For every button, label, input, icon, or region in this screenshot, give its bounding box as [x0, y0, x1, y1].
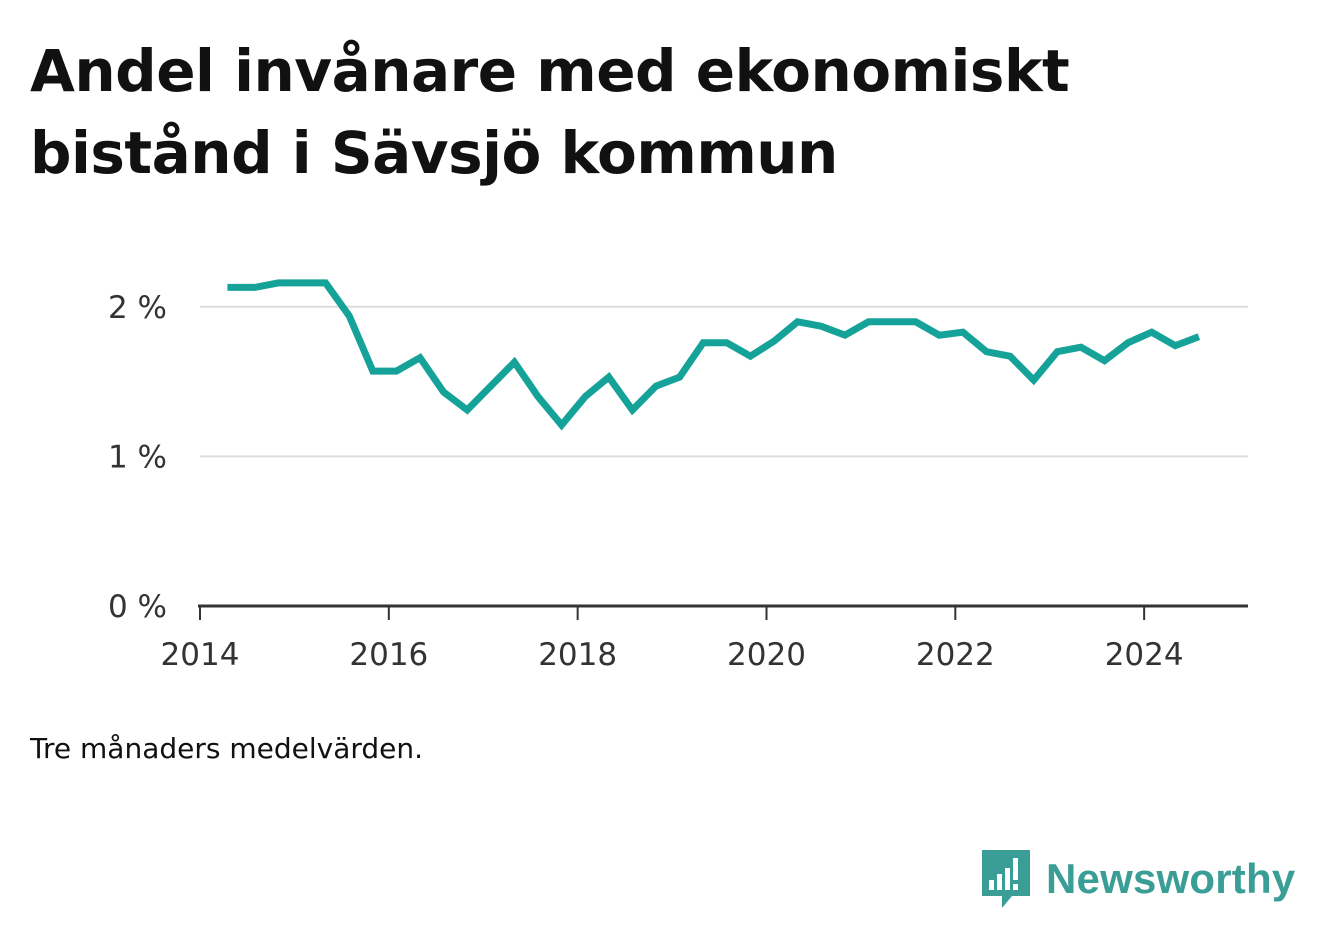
x-tick-label: 2022 [916, 637, 995, 673]
x-tick-label: 2014 [161, 637, 240, 673]
y-tick-label: 1 % [108, 439, 167, 475]
x-tick-label: 2020 [727, 637, 806, 673]
x-tick-label: 2018 [538, 637, 617, 673]
x-tick-label: 2024 [1105, 637, 1184, 673]
series-line [227, 279, 1201, 431]
newsworthy-logo-icon [982, 850, 1030, 908]
gridlines [200, 305, 1248, 458]
y-tick-label: 2 % [108, 290, 167, 326]
y-axis-labels: 0 % 1 % 2 % [108, 290, 167, 625]
brand-name: Newsworthy [1046, 855, 1296, 902]
x-axis: 2014 2016 2018 2020 2022 2024 [161, 604, 1248, 673]
chart-note: Tre månaders medelvärden. [30, 732, 424, 765]
chart-title: Andel invånare med ekonomiskt bistånd i … [30, 37, 1070, 187]
y-tick-label: 0 % [108, 589, 167, 625]
brand-logo: Newsworthy [980, 848, 1295, 910]
series-lines [227, 279, 1201, 431]
x-tick-label: 2016 [349, 637, 428, 673]
